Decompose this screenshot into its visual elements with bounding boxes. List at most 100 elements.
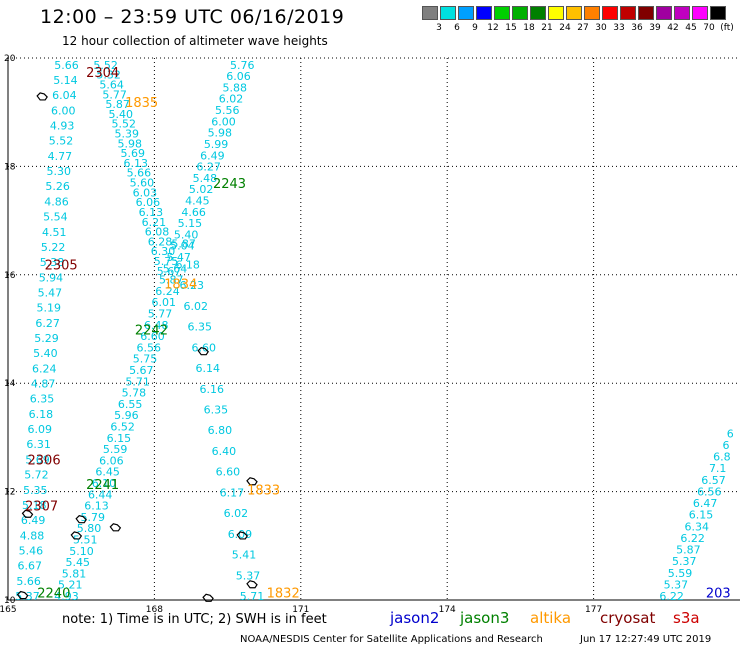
- pass-label-altika: 1835: [125, 96, 158, 111]
- colorbar-label: 21: [541, 23, 553, 33]
- wave-height-value: 6.02: [219, 93, 244, 106]
- colorbar-swatch: [638, 6, 654, 20]
- wave-height-value: 5.76: [230, 59, 255, 72]
- colorbar-swatch: [692, 6, 708, 20]
- map-title: 12:00 – 23:59 UTC 06/16/2019: [40, 6, 345, 28]
- wave-height-value: 5.87: [159, 274, 184, 287]
- colorbar-label: 12: [487, 23, 499, 33]
- wave-height-value: 5.45: [66, 556, 91, 569]
- wave-height-value: 4.88: [20, 529, 45, 542]
- colorbar-label: 36: [631, 23, 643, 33]
- wave-height-value: 6.27: [196, 161, 221, 174]
- wave-height-value: 6.56: [137, 341, 162, 354]
- colorbar-label: 33: [613, 23, 625, 33]
- wave-height-value: 5.51: [73, 533, 98, 546]
- colorbar-label: 18: [523, 23, 535, 33]
- wave-height-value: 5.96: [114, 409, 139, 422]
- pass-label-jason3: 2241: [86, 478, 119, 493]
- pass-label-cryosat: 2305: [45, 258, 78, 273]
- wave-height-value: 5.98: [118, 137, 143, 150]
- wave-height-value: 6.67: [18, 560, 43, 573]
- wave-height-value: 6.21: [142, 216, 167, 229]
- colorbar-label: 3: [436, 23, 442, 33]
- wave-height-value: 4.45: [185, 194, 210, 207]
- wave-height-value: 6.09: [28, 423, 53, 436]
- wave-height-value: 6.15: [689, 509, 714, 522]
- wave-height-value: 5.69: [25, 453, 50, 466]
- wave-height-value: 4.66: [181, 206, 206, 219]
- wave-height-value: 6.02: [224, 507, 249, 520]
- wave-height-value: 6.06: [136, 196, 161, 209]
- wave-height-value: 5.87: [105, 98, 130, 111]
- wave-height-value: 5.87: [676, 544, 701, 557]
- legend-cryosat: cryosat: [600, 609, 656, 627]
- wave-height-value: 5.29: [34, 332, 59, 345]
- wave-height-value: 4.93: [50, 120, 75, 133]
- wave-height-value: 5.98: [208, 127, 233, 140]
- credit-line: NOAA/NESDIS Center for Satellite Applica…: [240, 634, 543, 645]
- colorbar-label: 42: [667, 23, 679, 33]
- wave-height-value: 5.59: [103, 443, 128, 456]
- island-outline: [21, 509, 34, 518]
- wave-height-value: 5.48: [193, 172, 218, 185]
- wave-height-value: 5.37: [672, 555, 697, 568]
- colorbar-swatch: [674, 6, 690, 20]
- wave-height-value: 6.40: [212, 445, 237, 458]
- colorbar-label: 15: [505, 23, 517, 33]
- wave-height-value: 6.24: [155, 285, 180, 298]
- legend-jason2: jason2: [390, 609, 440, 627]
- pass-label-altika: 1834: [164, 277, 197, 292]
- colorbar-label: 6: [454, 23, 460, 33]
- map-subtitle: 12 hour collection of altimeter wave hei…: [62, 34, 328, 48]
- wave-height-value: 6.45: [95, 466, 120, 479]
- colorbar-label: 27: [577, 23, 589, 33]
- wave-height-value: 5.14: [53, 74, 78, 87]
- colorbar-swatch: [584, 6, 600, 20]
- wave-height-value: 5.18: [22, 499, 47, 512]
- wave-height-value: 6.60: [140, 330, 165, 343]
- wave-height-value: 6.30: [151, 245, 176, 258]
- wave-height-value: 5.67: [157, 265, 182, 278]
- colorbar-swatch: [422, 6, 438, 20]
- wave-height-value: 6.56: [697, 485, 722, 498]
- wave-height-value: 5.81: [62, 567, 87, 580]
- wave-height-value: 6.00: [51, 104, 76, 117]
- colorbar-label: (ft): [720, 23, 734, 33]
- colorbar-label: 9: [472, 23, 478, 33]
- wave-height-value: 5.19: [36, 302, 61, 315]
- wave-height-value: 5.56: [215, 104, 240, 117]
- wave-height-value: 5.21: [58, 579, 83, 592]
- wave-height-value: 6.06: [226, 70, 251, 83]
- wave-height-value: 6.01: [151, 296, 176, 309]
- colorbar-swatch: [710, 6, 726, 20]
- island-outline: [36, 92, 48, 101]
- wave-height-value: 6.16: [200, 383, 225, 396]
- pass-label-altika: 1832: [267, 586, 300, 601]
- wave-height-value: 5.87: [171, 238, 196, 251]
- wave-height-value: 6.48: [144, 319, 169, 332]
- wave-height-value: 6.06: [99, 454, 124, 467]
- wave-height-value: 5.60: [130, 177, 155, 190]
- wave-height-value: 5.15: [178, 217, 203, 230]
- island-outline: [16, 590, 29, 600]
- wave-height-value: 5.38: [40, 256, 65, 269]
- wave-height-value: 5.39: [114, 127, 139, 140]
- colorbar-swatch: [512, 6, 528, 20]
- wave-height-value: 6.22: [659, 590, 684, 603]
- island-outline: [236, 531, 249, 540]
- wave-height-value: 5.88: [223, 81, 248, 94]
- wave-height-value: 6.10: [92, 477, 117, 490]
- lon-tick-label: 174: [439, 605, 456, 615]
- lon-tick-label: 168: [146, 605, 163, 615]
- wave-height-value: 5.99: [204, 138, 229, 151]
- wave-height-value: 6.31: [26, 438, 51, 451]
- wave-height-value: 5.78: [122, 387, 147, 400]
- pass-label-jason3: 2243: [213, 177, 246, 192]
- wave-height-value: 6.27: [35, 317, 60, 330]
- island-outline: [109, 523, 122, 532]
- lat-tick-label: 14: [4, 379, 16, 389]
- wave-height-value: 5.64: [163, 262, 188, 275]
- wave-height-value: 6.23: [179, 279, 204, 292]
- wave-height-value: 5.40: [174, 228, 199, 241]
- wave-height-value: 5.69: [121, 147, 146, 160]
